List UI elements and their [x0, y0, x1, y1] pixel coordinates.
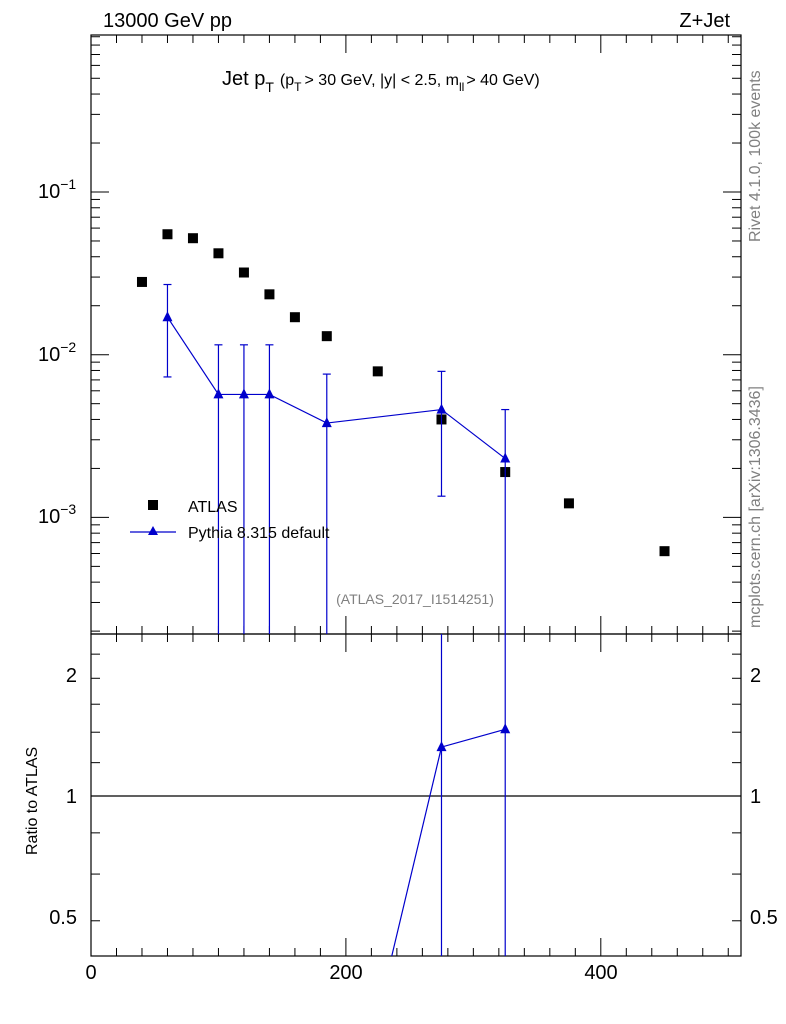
atlas-point — [213, 248, 224, 259]
x-tick-label-0: 0 — [85, 962, 96, 984]
atlas-point — [659, 546, 670, 557]
y-tick-label-1e-2: 10−2 — [38, 339, 76, 366]
lower-y-ticks — [91, 653, 741, 922]
pythia-point — [213, 388, 224, 399]
pythia-ratio-point — [436, 741, 447, 752]
pythia-point — [436, 403, 447, 414]
pythia-series — [162, 283, 511, 634]
atlas-point — [289, 312, 300, 323]
atlas-point — [372, 366, 383, 377]
plot-title: Jet pT (pT > 30 GeV, |y| < 2.5, mll > 40 Ge… — [222, 68, 540, 95]
pythia-point — [321, 417, 332, 428]
atlas-point — [264, 289, 275, 300]
atlas-point — [563, 498, 574, 509]
pythia-ratio-series — [391, 634, 511, 957]
mcplots-label: mcplots.cern.ch [arXiv:1306.3436] — [747, 386, 764, 628]
energy-label: 13000 GeV pp — [103, 10, 232, 32]
legend-pythia-marker — [148, 526, 158, 535]
ratio-tick-label-1-right: 1 — [750, 786, 761, 808]
process-label: Z+Jet — [679, 10, 730, 32]
atlas-point — [162, 229, 173, 240]
analysis-label: (ATLAS_2017_I1514251) — [336, 591, 494, 607]
upper-y-ticks — [91, 36, 741, 632]
pythia-point — [162, 311, 173, 322]
legend-atlas-label: ATLAS — [188, 499, 238, 516]
upper-panel-frame — [90, 34, 742, 635]
rivet-label: Rivet 4.1.0, 100k events — [747, 70, 764, 242]
atlas-point — [238, 267, 249, 278]
ratio-tick-label-2: 2 — [66, 665, 77, 687]
x-tick-label-200: 200 — [329, 962, 362, 984]
atlas-point — [136, 276, 147, 287]
pythia-point — [264, 388, 275, 399]
legend-atlas-marker — [148, 500, 158, 510]
ratio-axis-label: Ratio to ATLAS — [24, 747, 41, 855]
x-tick-label-400: 400 — [584, 962, 617, 984]
atlas-point — [321, 331, 332, 342]
lower-panel-frame — [90, 633, 742, 957]
y-tick-label-1e-1: 10−1 — [38, 176, 76, 203]
pythia-point — [238, 388, 249, 399]
ratio-tick-label-0-5: 0.5 — [49, 907, 77, 929]
ratio-tick-label-0-5-right: 0.5 — [750, 907, 778, 929]
pythia-point — [500, 452, 511, 463]
pythia-ratio-line — [391, 728, 506, 957]
x-ticks — [90, 35, 729, 956]
atlas-point — [187, 233, 198, 244]
legend-pythia-label: Pythia 8.315 default — [188, 525, 330, 542]
y-tick-label-1e-3: 10−3 — [38, 501, 76, 528]
ratio-tick-label-2-right: 2 — [750, 665, 761, 687]
ratio-tick-label-1: 1 — [66, 786, 77, 808]
pythia-ratio-point — [500, 723, 511, 734]
